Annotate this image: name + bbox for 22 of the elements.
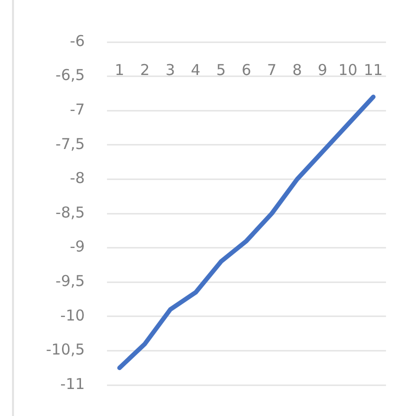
y-tick-label: -7,5: [56, 134, 85, 153]
x-tick-label: 1: [114, 60, 124, 79]
x-tick-label: 2: [140, 60, 150, 79]
y-tick-label: -9,5: [56, 272, 85, 290]
y-tick-label: -11: [60, 374, 85, 393]
x-tick-label: 9: [318, 60, 328, 79]
x-tick-label: 4: [190, 60, 200, 79]
y-tick-label: -8: [70, 169, 85, 188]
x-tick-label: 6: [242, 60, 252, 79]
x-tick-label: 10: [338, 60, 358, 79]
x-tick-label: 5: [216, 60, 226, 79]
y-tick-label: -10: [60, 306, 85, 324]
y-tick-label: -9: [70, 238, 85, 256]
y-tick-label: -7: [70, 100, 85, 118]
y-tick-label: -10,5: [46, 340, 85, 359]
x-tick-label: 7: [267, 60, 277, 79]
x-tick-label: 11: [364, 60, 383, 79]
y-tick-label: -6,5: [56, 66, 85, 84]
y-tick-label: -6: [70, 32, 85, 50]
x-tick-label: 8: [292, 60, 302, 79]
x-tick-label: 3: [165, 60, 176, 79]
y-tick-label: -8,5: [56, 203, 85, 222]
